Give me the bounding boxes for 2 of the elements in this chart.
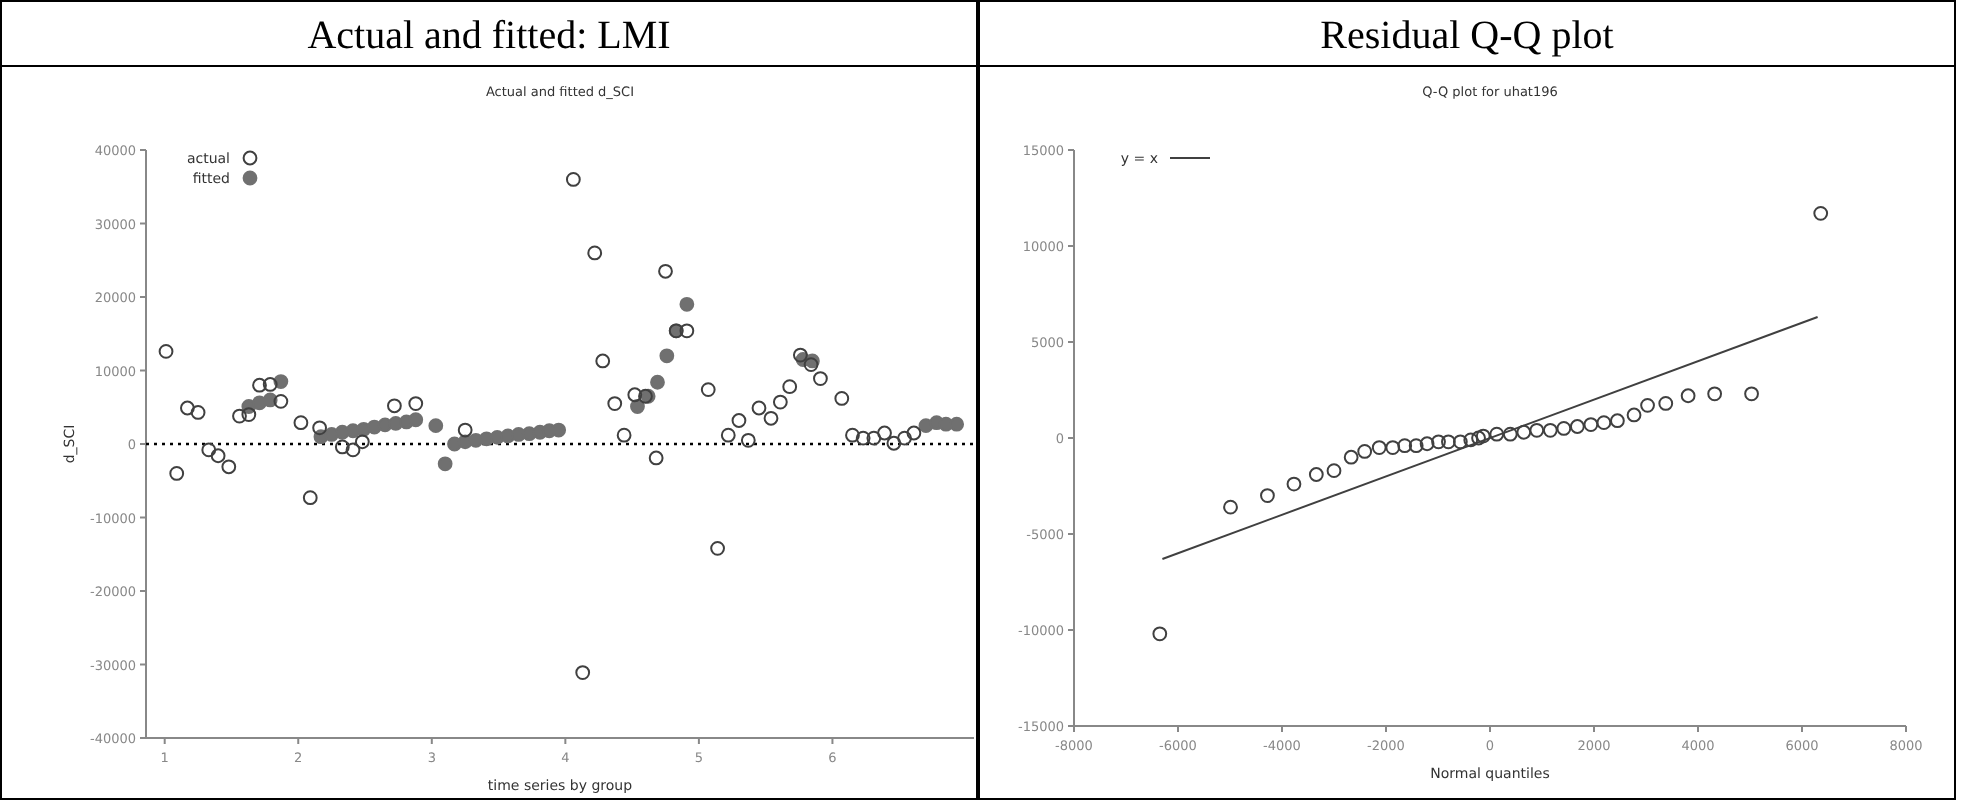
chart-title: Actual and fitted: LMI <box>307 14 671 58</box>
chart-title: Residual Q-Q plot <box>1320 14 1615 58</box>
